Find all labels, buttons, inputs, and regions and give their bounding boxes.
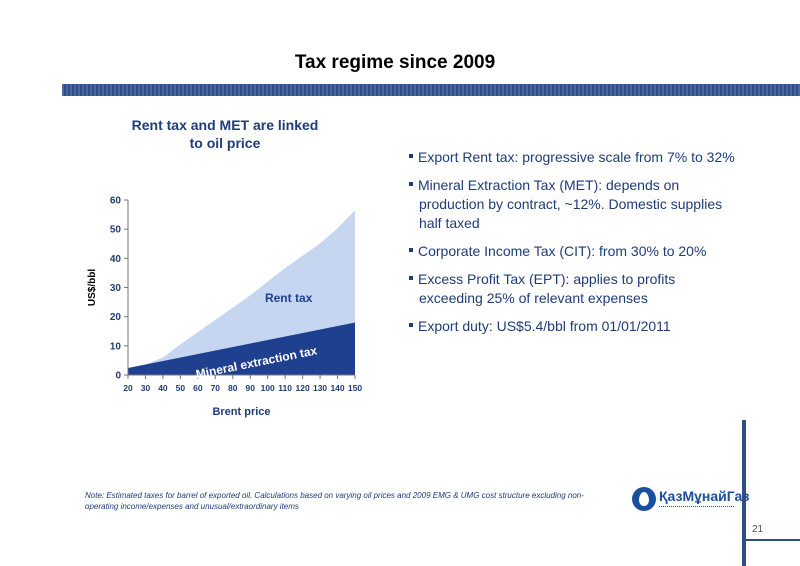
series-area-rent-tax <box>128 210 355 368</box>
footnote: Note: Estimated taxes for barrel of expo… <box>85 491 584 511</box>
slide-title: Tax regime since 2009 <box>294 52 496 73</box>
x-tick-label: 30 <box>141 383 151 393</box>
logo-tagline-rule <box>659 506 734 509</box>
bullet-item: Export Rent tax: progressive scale from … <box>407 148 737 167</box>
logo-wordmark: ҚазМұнайГаз <box>659 488 750 504</box>
y-axis-label: US$/bbl <box>87 269 98 306</box>
x-tick-label: 120 <box>296 383 310 393</box>
x-tick-label: 20 <box>123 383 133 393</box>
x-tick-label: 60 <box>193 383 203 393</box>
drop-logo-icon <box>632 487 656 511</box>
page-number-rule <box>745 539 800 541</box>
page-number: 21 <box>752 524 764 535</box>
bullet-square-icon <box>409 248 413 253</box>
series-area-mineral-extraction-tax <box>128 322 355 375</box>
company-logo: ҚазМұнайГаз <box>632 485 749 515</box>
chart-title-line-1: Rent tax and MET are linked <box>131 117 319 133</box>
x-tick-label: 110 <box>278 383 292 393</box>
page-vertical-bar <box>742 420 746 566</box>
x-tick-label: 130 <box>313 383 327 393</box>
y-tick-label: 10 <box>110 341 122 352</box>
bullet-item: Excess Profit Tax (EPT): applies to prof… <box>407 270 737 308</box>
bullet-item: Export duty: US$5.4/bbl from 01/01/2011 <box>407 317 737 336</box>
x-tick-label: 40 <box>158 383 168 393</box>
bullet-item: Mineral Extraction Tax (MET): depends on… <box>407 176 737 233</box>
annotation-rent-tax: Rent tax <box>265 291 313 305</box>
tax-bullet-list: Export Rent tax: progressive scale from … <box>407 148 737 345</box>
y-tick-label: 30 <box>110 283 122 294</box>
x-tick-label: 140 <box>330 383 344 393</box>
bullet-square-icon <box>409 323 413 328</box>
bullet-item: Corporate Income Tax (CIT): from 30% to … <box>407 242 737 261</box>
y-tick-label: 0 <box>115 371 121 382</box>
chart-title: Rent tax and MET are linked to oil price <box>95 116 355 152</box>
y-tick-label: 20 <box>110 312 122 323</box>
bullet-square-icon <box>409 154 413 159</box>
x-axis-label: Brent price <box>212 406 270 418</box>
x-tick-label: 100 <box>261 383 275 393</box>
x-tick-label: 90 <box>245 383 255 393</box>
x-tick-label: 80 <box>228 383 238 393</box>
y-tick-label: 50 <box>110 225 122 236</box>
bullet-square-icon <box>409 182 413 187</box>
x-tick-label: 150 <box>348 383 362 393</box>
chart-title-line-2: to oil price <box>189 135 261 151</box>
y-tick-label: 60 <box>110 196 122 207</box>
y-tick-label: 40 <box>110 254 122 265</box>
x-tick-label: 70 <box>211 383 221 393</box>
bullet-square-icon <box>409 276 413 281</box>
title-divider-bar <box>62 84 800 96</box>
x-tick-label: 50 <box>176 383 186 393</box>
rent-met-area-chart: 0 10 20 30 40 50 60 20 30 40 50 60 70 80 90 100 110 120 13… <box>87 196 362 419</box>
